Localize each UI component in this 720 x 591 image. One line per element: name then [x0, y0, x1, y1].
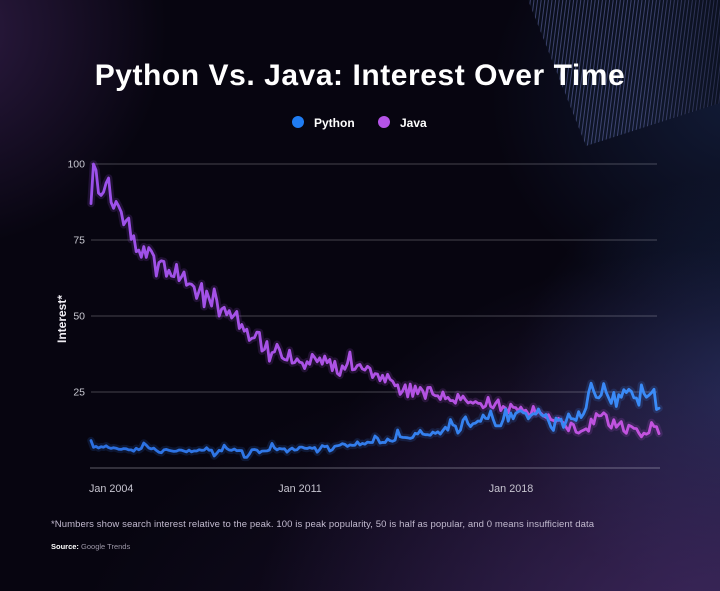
svg-text:Jan 2011: Jan 2011	[278, 483, 322, 495]
svg-text:Jan 2018: Jan 2018	[489, 483, 533, 495]
svg-text:100: 100	[67, 159, 85, 171]
svg-text:Interest*: Interest*	[55, 295, 69, 343]
svg-text:25: 25	[73, 387, 85, 399]
svg-text:Jan 2004: Jan 2004	[89, 483, 133, 495]
svg-text:75: 75	[73, 235, 85, 247]
svg-text:50: 50	[73, 311, 85, 323]
